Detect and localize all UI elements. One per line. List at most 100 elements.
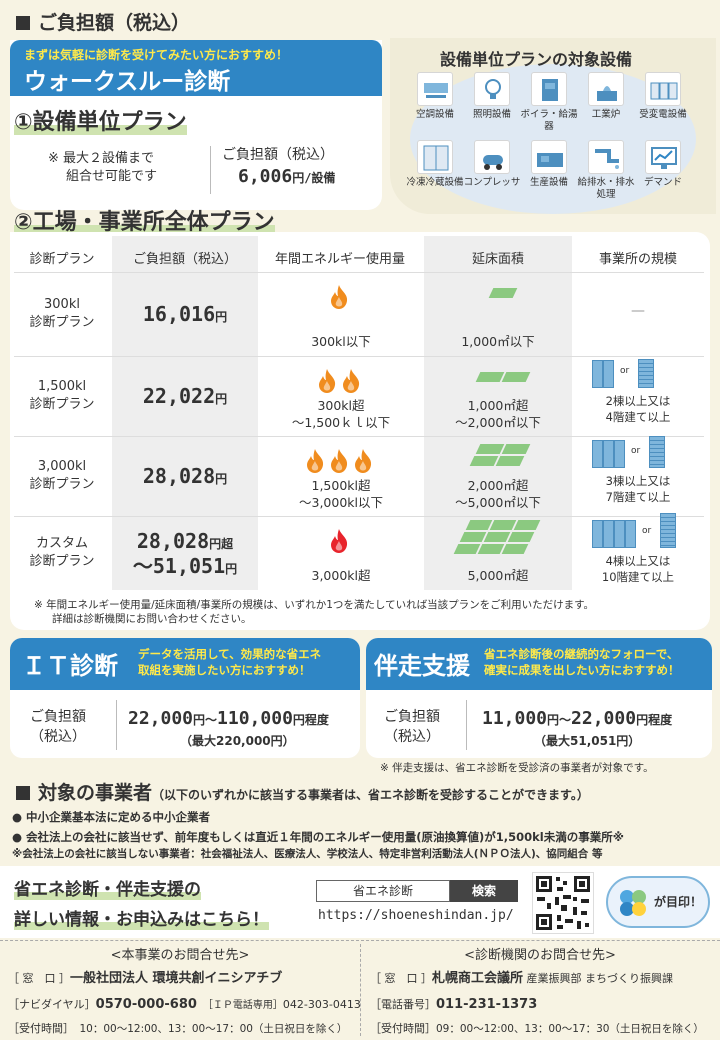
- equipment-item: 冷凍冷蔵設備: [406, 140, 464, 189]
- walkthrough-tagline: まずは気軽に診断を受けてみたい方におすすめ！: [24, 48, 289, 62]
- search-input[interactable]: 省エネ診断: [316, 880, 450, 902]
- boiler-icon: [531, 72, 567, 106]
- support-title: 伴走支援: [374, 652, 470, 680]
- demand-monitor-icon: [645, 140, 681, 174]
- flame-icon: [328, 284, 350, 314]
- production-machine-icon: [531, 140, 567, 174]
- water-pipe-icon: [588, 140, 624, 174]
- website-url[interactable]: https://shoeneshindan.jp/: [318, 908, 514, 923]
- building-icon: [592, 520, 603, 548]
- equipment-label: ボイラ・給湯器: [520, 109, 578, 132]
- table-row-divider: [14, 356, 704, 357]
- square-bullet-icon: [16, 16, 30, 30]
- energy-usage: 1,500kl超 ～3,000kl以下: [299, 478, 383, 510]
- table-row-divider: [14, 272, 704, 273]
- equipment-title: 設備単位プランの対象設備: [440, 50, 633, 69]
- walkthrough-title: ウォークスルー診断: [24, 69, 231, 95]
- floor-tile-icon: [489, 520, 517, 530]
- building-icon: [603, 520, 614, 548]
- table-header-cell: 事業所の規模: [598, 252, 677, 267]
- it-desc: データを活用して、効果的な省エネ 取組を実施したい方におすすめ！: [138, 647, 322, 678]
- building-icon: [592, 360, 603, 388]
- flame-icon: [316, 368, 338, 398]
- price-column-bg: [112, 236, 258, 590]
- it-fee-max: （最大220,000円）: [180, 734, 295, 748]
- equipment-item: 給排水・排水処理: [577, 140, 635, 201]
- plan-name: 1,500kl 診断プラン: [29, 379, 95, 412]
- building-icon: [625, 520, 636, 548]
- equipment-item: ボイラ・給湯器: [520, 72, 578, 133]
- equipment-item: 照明設備: [463, 72, 521, 121]
- equipment-label: コンプレッサ: [463, 177, 521, 188]
- divider: [360, 944, 361, 1036]
- floor-tile-icon: [513, 520, 541, 530]
- mascot-text: が目印！: [654, 895, 703, 909]
- table-row-divider: [14, 516, 704, 517]
- flame-icon: [304, 448, 326, 478]
- support-note: ※ 伴走支援は、省エネ診断を受診済の事業者が対象です。: [380, 762, 654, 774]
- flame-icon: [340, 368, 362, 398]
- target-item: ● 会社法上の会社に該当せず、前年度もしくは直近１年間のエネルギー使用量(原油換…: [12, 829, 624, 844]
- flame-icon-group: [328, 284, 350, 314]
- floor-tile-icon: [507, 532, 535, 542]
- equipment-item: 工業炉: [577, 72, 635, 121]
- floor-tile-icon: [465, 520, 493, 530]
- table-header-cell: 年間エネルギー使用量: [274, 252, 405, 267]
- tall-building-icon: [660, 513, 676, 548]
- floor-tile-icon: [453, 544, 481, 554]
- floor-tile-icon: [477, 544, 505, 554]
- energy-usage: 3,000kl超: [311, 568, 371, 583]
- contact-right-title: <診断機関のお問合せ先>: [464, 948, 616, 963]
- equipment-item: 空調設備: [406, 72, 464, 121]
- energy-usage: 300kl以下: [311, 334, 371, 349]
- substation-icon: [645, 72, 681, 106]
- floor-tile-icon: [501, 544, 529, 554]
- it-fee: 22,000円～110,000円程度: [128, 708, 329, 729]
- equipment-label: 空調設備: [415, 109, 454, 120]
- equipment-item: コンプレッサ: [463, 140, 521, 189]
- equipment-item: 受変電設備: [634, 72, 692, 121]
- compressor-icon: [474, 140, 510, 174]
- table-header-cell: 診断プラン: [29, 252, 95, 267]
- or-label: or: [631, 446, 641, 456]
- air-conditioner-icon: [417, 72, 453, 106]
- it-banner: ＩＴ診断 データを活用して、効果的な省エネ 取組を実施したい方におすすめ！: [10, 638, 360, 690]
- light-bulb-icon: [474, 72, 510, 106]
- equipment-label: 生産設備: [529, 177, 568, 188]
- floor-tile-icon: [501, 444, 531, 454]
- divider: [116, 700, 117, 750]
- plan2-title: ②工場・事業所全体プラン: [14, 210, 275, 235]
- floor-tile-icon: [475, 372, 505, 382]
- plan-name: カスタム 診断プラン: [29, 536, 95, 569]
- divider: [466, 700, 467, 750]
- plan-price: 28,028円超 ～51,051円: [132, 529, 238, 578]
- contact-left: ［ 窓 口 ］一般社団法人 環境共創イニシアチブ ［ナビダイヤル］0570-00…: [8, 971, 361, 1035]
- floor-area: 1,000㎡以下: [461, 334, 535, 349]
- equipment-label: 受変電設備: [639, 109, 687, 120]
- equipment-label: デマンド: [643, 177, 682, 188]
- support-fee: 11,000円～22,000円程度: [482, 708, 673, 729]
- section-header: ご負担額（税込）: [16, 8, 190, 35]
- equipment-label: 給排水・排水処理: [577, 177, 635, 200]
- floor-area: 1,000㎡超 ～2,000㎡以下: [455, 398, 541, 430]
- plan-name: 3,000kl 診断プラン: [29, 459, 95, 492]
- contact-left-title: <本事業のお問合せ先>: [110, 948, 250, 963]
- qr-code-icon[interactable]: [532, 872, 594, 934]
- search-button[interactable]: 検索: [450, 880, 518, 902]
- plan1-fee-label: ご負担額（税込）: [222, 147, 334, 163]
- table-row-divider: [14, 436, 704, 437]
- plan-price: 22,022円: [142, 384, 228, 408]
- floor-area: 5,000㎡超: [467, 568, 529, 583]
- divider: [210, 146, 211, 194]
- walkthrough-banner: まずは気軽に診断を受けてみたい方におすすめ！ ウォークスルー診断: [10, 40, 382, 96]
- info-text: 省エネ診断・伴走支援の 詳しい情報・お申込みはこちら！: [14, 880, 269, 930]
- contact-right: ［ 窓 口 ］札幌商工会議所 産業振興部 まちづくり振興課 ［電話番号］011-…: [370, 971, 704, 1035]
- plan1-fee: 6,006円/設備: [238, 166, 336, 187]
- furnace-icon: [588, 72, 624, 106]
- support-desc: 省エネ診断後の継続的なフォローで、 確実に成果を出したい方におすすめ！: [484, 647, 680, 678]
- flame-icon-group: [304, 448, 374, 478]
- floor-tile-icon: [475, 444, 505, 454]
- divider: [0, 940, 720, 941]
- refrigerator-icon: [417, 140, 453, 174]
- equipment-item: デマンド: [634, 140, 692, 189]
